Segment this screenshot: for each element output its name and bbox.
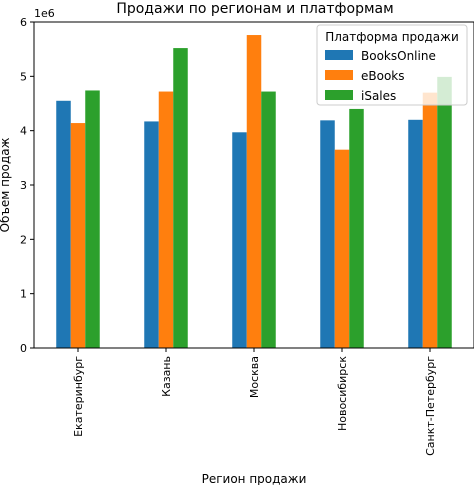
bar-ebooks-4 [422, 92, 438, 348]
bar-ebooks-3 [334, 149, 350, 348]
y-tick-label: 1 [20, 288, 27, 301]
x-tick-label: Екатеринбург [72, 356, 85, 437]
bar-booksonline-1 [144, 121, 159, 349]
legend-title: Платформа продажи [325, 30, 459, 44]
y-tick-label: 3 [20, 179, 27, 192]
y-tick-label: 6 [20, 16, 27, 29]
legend: Платформа продажи BooksOnline eBooks iSale… [316, 24, 468, 106]
y-axis-label: Объем продаж [0, 137, 12, 232]
legend-label-isales: iSales [361, 89, 396, 103]
y-tick-label: 4 [20, 125, 27, 138]
bar-booksonline-2 [232, 132, 247, 348]
x-tick-label: Москва [248, 356, 261, 398]
x-axis: Екатеринбург Казань Москва Новосибирск Санкт… [72, 348, 437, 456]
bar-booksonline-3 [320, 120, 335, 349]
chart-title: Продажи по регионам и платформам [116, 1, 393, 17]
legend-label-ebooks: eBooks [361, 69, 405, 83]
y-tick-label: 5 [20, 70, 27, 83]
bar-booksonline-4 [408, 119, 423, 348]
x-tick-label: Новосибирск [336, 356, 349, 431]
x-tick-label: Казань [160, 356, 173, 397]
y-tick-label: 2 [20, 233, 27, 246]
y-scale-label: 1e6 [34, 7, 55, 20]
legend-label-booksonline: BooksOnline [361, 49, 436, 63]
legend-box [316, 24, 468, 106]
legend-swatch-isales [325, 90, 353, 100]
legend-swatch-ebooks [325, 70, 353, 80]
bar-ebooks-2 [246, 35, 262, 348]
bar-isales-3 [349, 108, 364, 348]
x-tick-label: Санкт-Петербург [424, 356, 437, 456]
bar-booksonline-0 [56, 100, 71, 349]
bar-ebooks-1 [158, 91, 174, 349]
bar-isales-0 [85, 90, 100, 349]
y-tick-label: 0 [20, 342, 27, 355]
bar-isales-1 [173, 48, 188, 348]
legend-swatch-booksonline [325, 50, 353, 60]
bar-isales-2 [261, 91, 276, 349]
bar-isales-4 [437, 76, 452, 349]
bar-ebooks-0 [70, 123, 86, 348]
x-axis-label: Регион продажи [202, 472, 307, 485]
bars-group [56, 35, 452, 349]
y-axis: 0 1 2 3 4 5 6 [20, 16, 34, 355]
